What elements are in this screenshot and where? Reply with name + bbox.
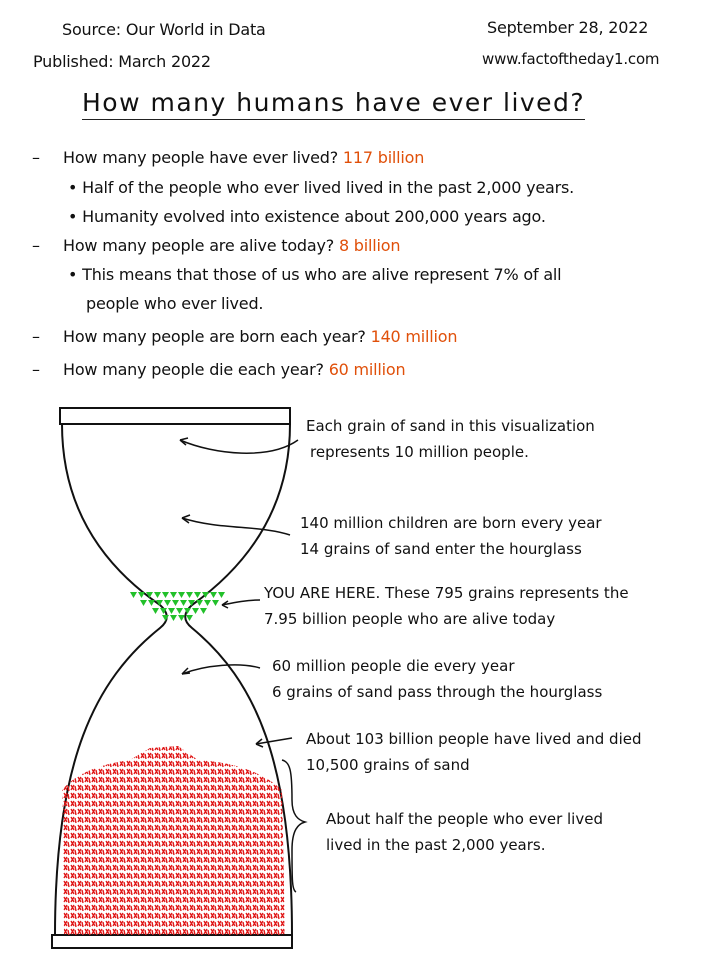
alive-grain — [170, 615, 177, 621]
alive-grain — [172, 600, 179, 606]
source: Source: Our World in Data — [62, 20, 266, 39]
alive-grain — [154, 592, 161, 598]
alive-grain — [160, 608, 167, 614]
alive-grain — [170, 592, 177, 598]
fact-note: • Humanity evolved into existence about … — [68, 207, 546, 226]
alive-grain — [148, 600, 155, 606]
alive-grain — [176, 608, 183, 614]
alive-grain — [188, 600, 195, 606]
post-date: September 28, 2022 — [487, 18, 649, 37]
published-date: Published: March 2022 — [33, 52, 211, 71]
annotation-you-are-here: YOU ARE HERE. These 795 grains represent… — [264, 584, 629, 628]
alive-grain — [138, 592, 145, 598]
alive-grain — [140, 600, 147, 606]
alive-grain — [186, 592, 193, 598]
annotation-births: 140 million children are born every year… — [300, 514, 602, 558]
alive-grain — [196, 600, 203, 606]
alive-grain — [152, 608, 159, 614]
page-title: How many humans have ever lived? — [82, 88, 586, 120]
dash: – — [32, 360, 40, 379]
fact-question: How many people are born each year? 140 … — [63, 327, 458, 346]
fact-note: • Half of the people who ever lived live… — [68, 178, 574, 197]
alive-grain — [130, 592, 137, 598]
alive-grains — [130, 592, 225, 621]
alive-grain — [186, 615, 193, 621]
dash: – — [32, 236, 40, 255]
alive-grain — [178, 615, 185, 621]
alive-grain — [202, 592, 209, 598]
fact-question: How many people have ever lived? 117 bil… — [63, 148, 425, 167]
dash: – — [32, 148, 40, 167]
alive-grain — [156, 600, 163, 606]
alive-grain — [204, 600, 211, 606]
alive-grain — [180, 600, 187, 606]
alive-grain — [164, 600, 171, 606]
annotation-arrows — [179, 437, 308, 893]
alive-grain — [162, 592, 169, 598]
annotation-grain-scale: Each grain of sand in this visualization… — [306, 417, 595, 461]
dead-grains — [62, 746, 285, 935]
website: www.factoftheday1.com — [482, 50, 660, 68]
hourglass-outline-right — [184, 423, 293, 936]
fact-note: people who ever lived. — [86, 294, 264, 313]
hourglass-bottom-cap — [51, 934, 293, 949]
alive-grain — [146, 592, 153, 598]
alive-grain — [192, 608, 199, 614]
annotation-lived-and-died: About 103 billion people have lived and … — [306, 730, 642, 774]
fact-question: How many people are alive today? 8 billi… — [63, 236, 401, 255]
annotation-deaths: 60 million people die every year 6 grains… — [272, 657, 603, 701]
hourglass-outline-left — [54, 423, 168, 936]
fact-question: How many people die each year? 60 millio… — [63, 360, 406, 379]
alive-grain — [210, 592, 217, 598]
alive-grain — [194, 592, 201, 598]
alive-grain — [168, 608, 175, 614]
alive-grain — [162, 615, 169, 621]
alive-grain — [200, 608, 207, 614]
alive-grain — [178, 592, 185, 598]
alive-grain — [184, 608, 191, 614]
alive-grain — [218, 592, 225, 598]
annotation-half-past-2000-years: About half the people who ever lived live… — [326, 810, 603, 854]
dash: – — [32, 327, 40, 346]
fact-note: • This means that those of us who are al… — [68, 265, 562, 284]
alive-grain — [212, 600, 219, 606]
hourglass-top-cap — [59, 407, 291, 425]
